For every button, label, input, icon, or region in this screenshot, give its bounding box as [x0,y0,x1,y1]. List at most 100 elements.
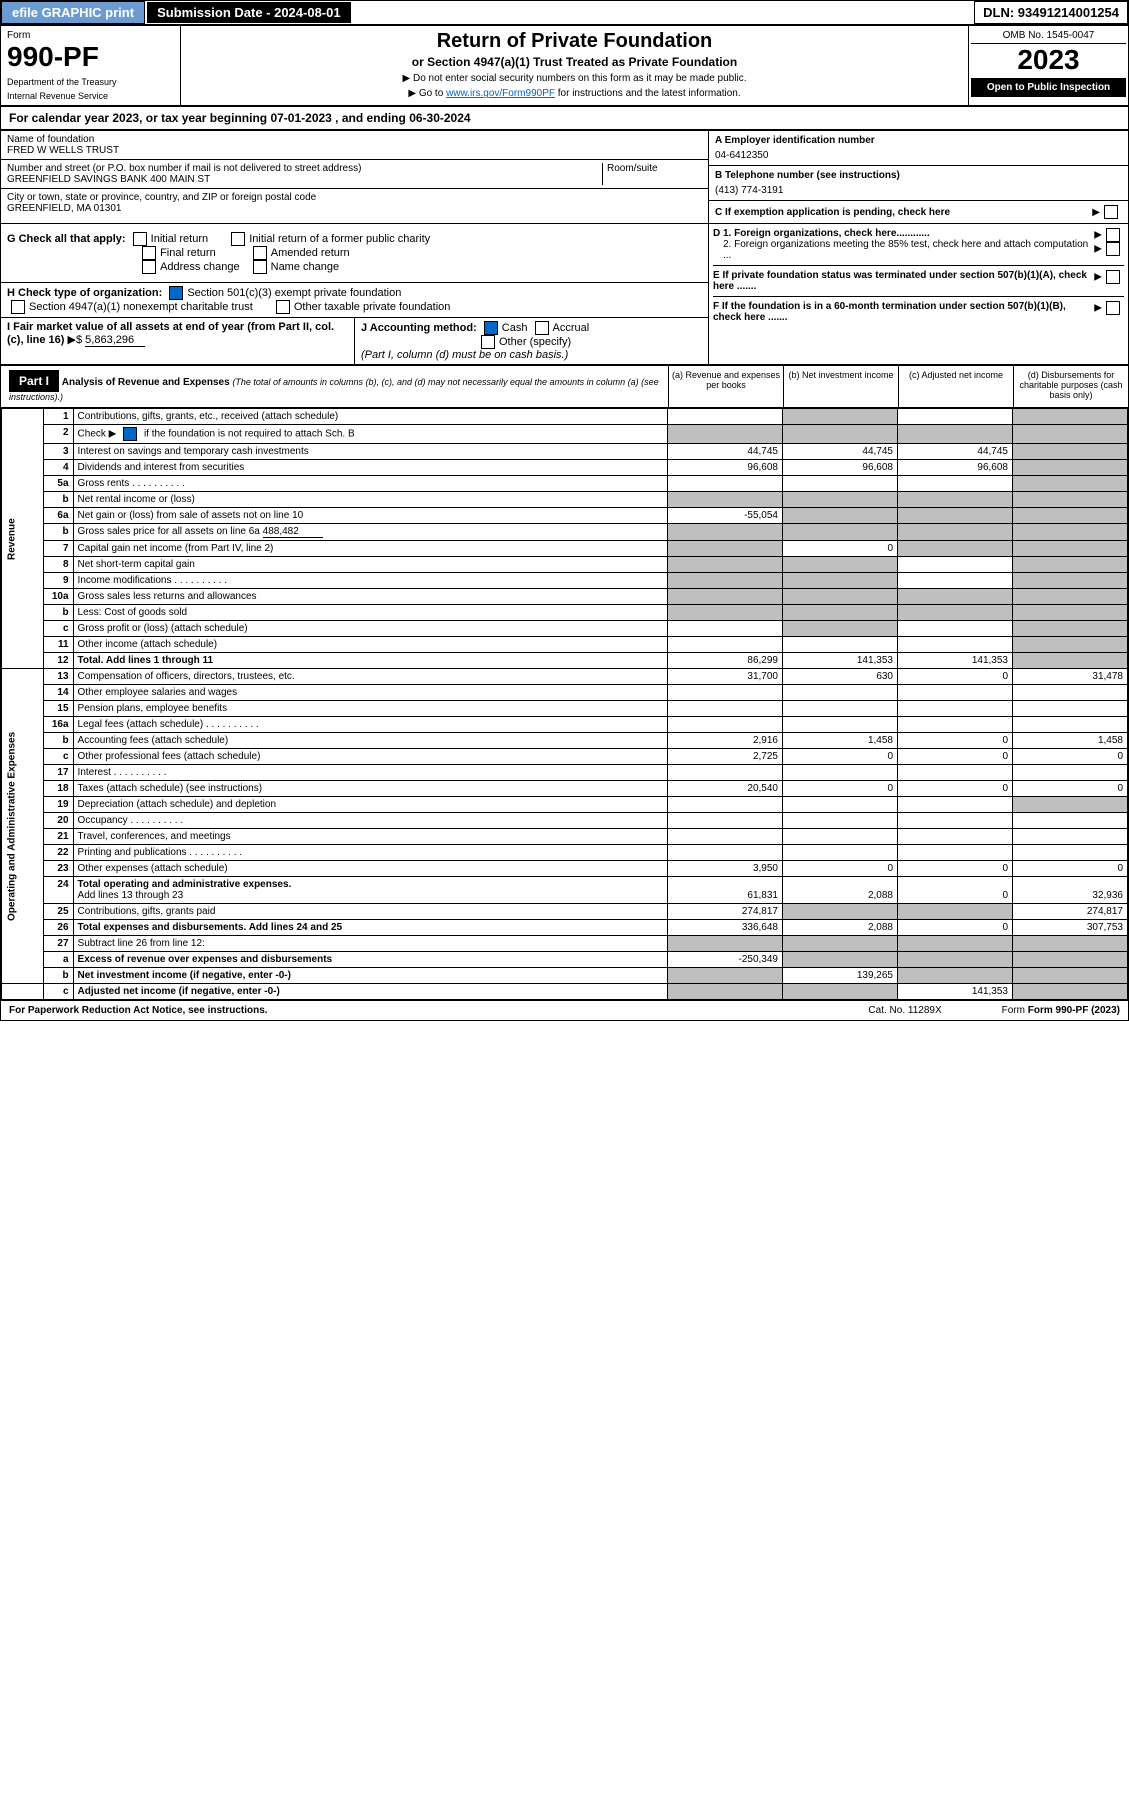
line-24: Total operating and administrative expen… [73,877,667,904]
f-checkbox[interactable] [1106,301,1120,315]
accrual-checkbox[interactable] [535,321,549,335]
d1-checkbox[interactable] [1106,228,1120,242]
ein-value: 04-6412350 [715,146,1122,161]
omb-number: OMB No. 1545-0047 [971,28,1126,44]
submission-date: Submission Date - 2024-08-01 [147,2,351,23]
line-1: Contributions, gifts, grants, etc., rece… [73,409,667,425]
form-number: 990-PF [7,41,174,73]
open-to-public: Open to Public Inspection [971,78,1126,97]
line-4: Dividends and interest from securities [73,460,667,476]
j-label: J Accounting method: [361,322,477,334]
part1-label: Part I [9,370,59,392]
amended-return-checkbox[interactable] [253,246,267,260]
line-27: Subtract line 26 from line 12: [73,936,667,952]
line-26: Total expenses and disbursements. Add li… [73,920,667,936]
d1-label: D 1. Foreign organizations, check here..… [713,228,1094,239]
4947-checkbox[interactable] [11,300,25,314]
line-27a: Excess of revenue over expenses and disb… [73,952,667,968]
line-10b: Less: Cost of goods sold [73,605,667,621]
calendar-year-line: For calendar year 2023, or tax year begi… [1,107,1128,131]
top-bar: efile GRAPHIC print Submission Date - 20… [1,1,1128,26]
irs-link[interactable]: www.irs.gov/Form990PF [446,88,555,99]
e-checkbox[interactable] [1106,270,1120,284]
line-11: Other income (attach schedule) [73,637,667,653]
line-5b: Net rental income or (loss) [73,492,667,508]
line-14: Other employee salaries and wages [73,685,667,701]
501c3-checkbox[interactable]: ✓ [169,286,183,300]
line-19: Depreciation (attach schedule) and deple… [73,797,667,813]
fmv-value: 5,863,296 [85,334,145,347]
line-21: Travel, conferences, and meetings [73,829,667,845]
j-note: (Part I, column (d) must be on cash basi… [361,349,568,361]
line-27b: Net investment income (if negative, ente… [73,968,667,984]
line-13: Compensation of officers, directors, tru… [73,669,667,685]
foundation-name: FRED W WELLS TRUST [7,145,702,156]
line-27c: Adjusted net income (if negative, enter … [73,984,667,1000]
footer-left: For Paperwork Reduction Act Notice, see … [9,1005,268,1016]
initial-return-checkbox[interactable] [133,232,147,246]
sch-b-checkbox[interactable]: ✓ [123,427,137,441]
line-7: Capital gain net income (from Part IV, l… [73,541,667,557]
form-subtitle: or Section 4947(a)(1) Trust Treated as P… [191,55,958,69]
initial-former-checkbox[interactable] [231,232,245,246]
line-25: Contributions, gifts, grants paid [73,904,667,920]
h-label: H Check type of organization: [7,287,162,299]
line-10a: Gross sales less returns and allowances [73,589,667,605]
col-d-header: (d) Disbursements for charitable purpose… [1013,366,1128,407]
dept-treasury: Department of the Treasury [7,77,174,87]
line-15: Pension plans, employee benefits [73,701,667,717]
line-12: Total. Add lines 1 through 11 [73,653,667,669]
instruction-1: ▶ Do not enter social security numbers o… [191,73,958,84]
phone-value: (413) 774-3191 [715,181,1122,196]
city: GREENFIELD, MA 01301 [7,203,702,214]
e-label: E If private foundation status was termi… [713,270,1094,292]
line-16b: Accounting fees (attach schedule) [73,733,667,749]
line-18: Taxes (attach schedule) (see instruction… [73,781,667,797]
exemption-pending-label: C If exemption application is pending, c… [715,207,950,218]
line-10c: Gross profit or (loss) (attach schedule) [73,621,667,637]
col-b-header: (b) Net investment income [783,366,898,407]
line-8: Net short-term capital gain [73,557,667,573]
tax-year: 2023 [971,44,1126,76]
line-16c: Other professional fees (attach schedule… [73,749,667,765]
line-22: Printing and publications [73,845,667,861]
cash-checkbox[interactable]: ✓ [484,321,498,335]
dln: DLN: 93491214001254 [974,1,1128,24]
ein-label: A Employer identification number [715,135,1122,146]
foundation-name-label: Name of foundation [7,134,702,145]
city-label: City or town, state or province, country… [7,192,702,203]
room-label: Room/suite [607,163,702,174]
final-return-checkbox[interactable] [142,246,156,260]
address-change-checkbox[interactable] [142,260,156,274]
address: GREENFIELD SAVINGS BANK 400 MAIN ST [7,174,602,185]
f-label: F If the foundation is in a 60-month ter… [713,301,1094,323]
line-23: Other expenses (attach schedule) [73,861,667,877]
form-label: Form [7,30,174,41]
dept-irs: Internal Revenue Service [7,91,174,101]
d2-checkbox[interactable] [1106,242,1120,256]
other-taxable-checkbox[interactable] [276,300,290,314]
line-20: Occupancy [73,813,667,829]
col-a-header: (a) Revenue and expenses per books [668,366,783,407]
address-label: Number and street (or P.O. box number if… [7,163,602,174]
footer-form: Form Form 990-PF (2023) [1002,1005,1120,1016]
name-change-checkbox[interactable] [253,260,267,274]
exemption-pending-checkbox[interactable] [1104,205,1118,219]
i-label: I Fair market value of all assets at end… [7,321,334,346]
d2-label: 2. Foreign organizations meeting the 85%… [713,239,1094,261]
line-17: Interest [73,765,667,781]
line-3: Interest on savings and temporary cash i… [73,444,667,460]
line-6b: Gross sales price for all assets on line… [73,524,667,541]
instruction-2: ▶ Go to www.irs.gov/Form990PF for instru… [191,88,958,99]
form-title: Return of Private Foundation [191,30,958,53]
line-16a: Legal fees (attach schedule) [73,717,667,733]
footer-cat: Cat. No. 11289X [868,1005,941,1016]
efile-print-button[interactable]: efile GRAPHIC print [1,1,145,24]
line-2: Check ▶ ✓ if the foundation is not requi… [73,425,667,444]
revenue-side-label: Revenue [2,409,44,669]
g-label: G Check all that apply: [7,233,126,245]
expenses-side-label: Operating and Administrative Expenses [2,669,44,984]
other-method-checkbox[interactable] [481,335,495,349]
part1-title: Analysis of Revenue and Expenses [62,377,230,388]
line-6a: Net gain or (loss) from sale of assets n… [73,508,667,524]
